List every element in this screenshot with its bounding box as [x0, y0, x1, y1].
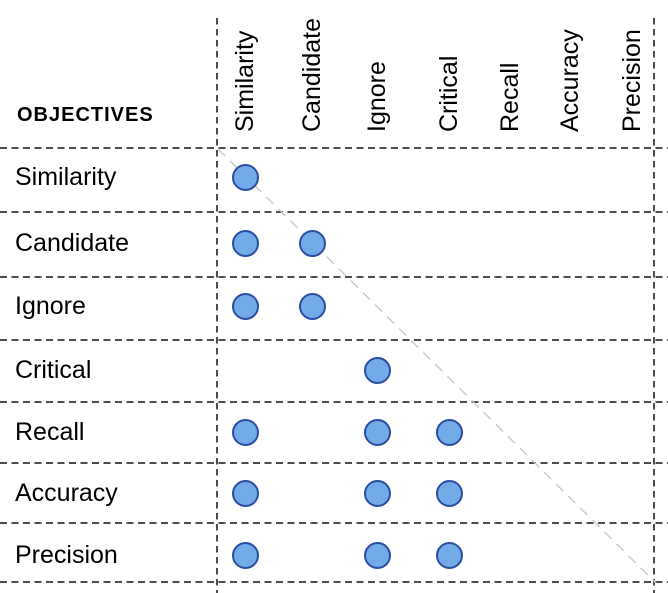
matrix-diagonal-line — [217, 148, 657, 584]
column-header-candidate: Candidate — [298, 18, 326, 132]
dot-accuracy-ignore — [363, 479, 391, 507]
dot-critical-ignore — [363, 356, 391, 384]
dot-ignore-candidate — [298, 292, 326, 320]
row-label-recall: Recall — [15, 418, 85, 446]
dot-precision-ignore — [363, 541, 391, 569]
row-label-critical: Critical — [15, 356, 92, 384]
dot-ignore-similarity — [231, 292, 259, 320]
dot-recall-ignore — [363, 418, 391, 446]
dot-recall-critical — [435, 418, 463, 446]
row-label-ignore: Ignore — [15, 292, 86, 320]
dot-precision-similarity — [231, 541, 259, 569]
column-header-critical: Critical — [435, 55, 463, 132]
dot-accuracy-similarity — [231, 479, 259, 507]
column-header-precision: Precision — [618, 29, 646, 132]
dot-recall-similarity — [231, 418, 259, 446]
column-header-recall: Recall — [496, 62, 524, 132]
row-label-precision: Precision — [15, 541, 118, 569]
column-header-similarity: Similarity — [231, 30, 259, 132]
dot-accuracy-critical — [435, 479, 463, 507]
dot-candidate-similarity — [231, 229, 259, 257]
dot-similarity-similarity — [231, 163, 259, 191]
column-header-accuracy: Accuracy — [556, 29, 584, 132]
row-label-accuracy: Accuracy — [15, 479, 118, 507]
row-label-candidate: Candidate — [15, 229, 129, 257]
row-label-similarity: Similarity — [15, 163, 117, 191]
dot-candidate-candidate — [298, 229, 326, 257]
dot-precision-critical — [435, 541, 463, 569]
matrix-title: OBJECTIVES — [17, 104, 154, 126]
column-header-ignore: Ignore — [363, 61, 391, 132]
